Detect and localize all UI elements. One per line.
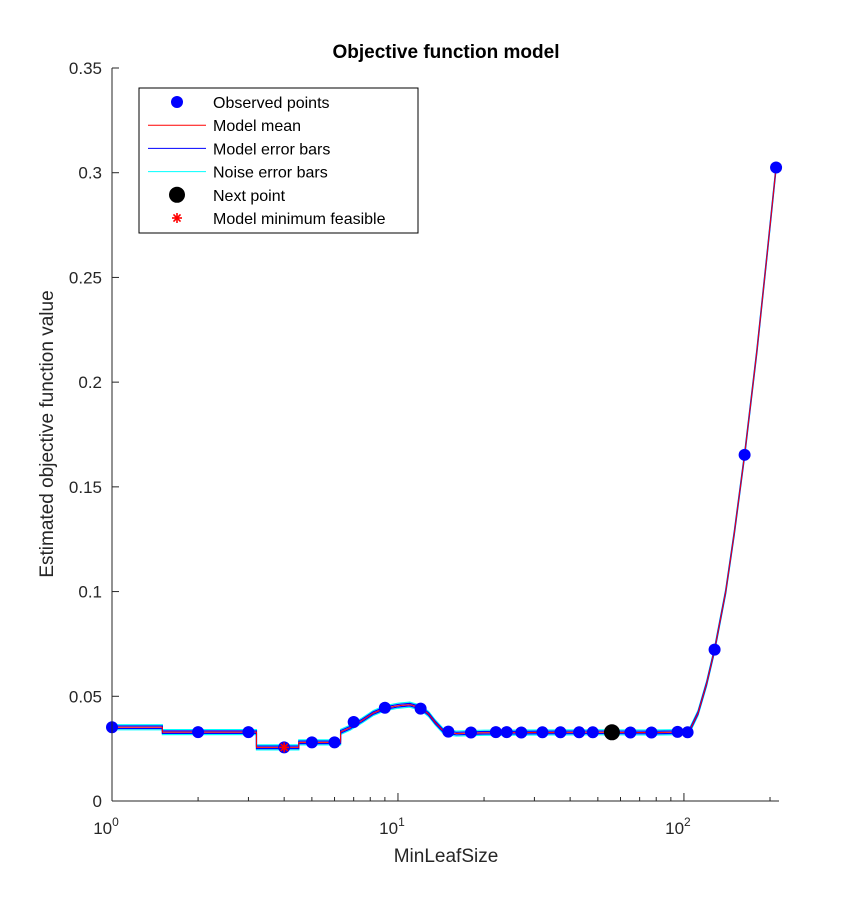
observed-point [681, 726, 694, 739]
observed-point [645, 726, 658, 739]
y-tick-label: 0.2 [78, 373, 102, 392]
model-minimum-feasible-marker [279, 742, 290, 753]
observed-point [489, 726, 502, 739]
model-curves [112, 164, 777, 751]
observed-point [738, 448, 751, 461]
x-tick-label: 100 [93, 815, 119, 838]
legend-entry: Model mean [148, 118, 301, 135]
y-tick-label: 0 [93, 792, 102, 811]
legend-entry: Next point [169, 186, 286, 205]
axes: 0 0.05 0.1 0.15 0.2 0.25 0.3 0.35 100 101 102 [69, 59, 779, 838]
observed-point [586, 726, 599, 739]
y-tick-label: 0.1 [78, 583, 102, 602]
legend-star-icon [172, 213, 182, 223]
legend-entry: Observed points [171, 95, 330, 112]
y-axis-label: Estimated objective function value [37, 290, 58, 577]
legend-entry: Model minimum feasible [172, 211, 386, 228]
legend-label: Model mean [213, 118, 301, 135]
observed-point [554, 726, 567, 739]
x-axis-label: MinLeafSize [394, 846, 499, 867]
observed-point [192, 726, 205, 739]
observed-point [573, 726, 586, 739]
observed-point [347, 716, 360, 729]
x-tick-label: 102 [665, 815, 691, 838]
legend-label: Model minimum feasible [213, 211, 386, 228]
observed-point [515, 726, 528, 739]
observed-point [414, 702, 427, 715]
next-point [603, 724, 620, 741]
y-tick-label: 0.3 [78, 164, 102, 183]
observed-point [770, 161, 783, 174]
legend-label: Observed points [213, 95, 330, 112]
observed-point [708, 643, 721, 656]
observed-point [536, 726, 549, 739]
observed-point [464, 726, 477, 739]
legend-big-dot-icon [169, 186, 185, 203]
legend-entry: Noise error bars [148, 165, 328, 182]
y-tick-label: 0.05 [69, 687, 102, 706]
observed-point [242, 726, 255, 739]
legend-label: Noise error bars [213, 165, 328, 182]
legend-label: Next point [213, 188, 286, 205]
observed-point [378, 701, 391, 714]
observed-point [624, 726, 637, 739]
y-tick-label: 0.15 [69, 478, 102, 497]
observed-point [442, 725, 455, 738]
observed-point [671, 725, 684, 738]
legend: Observed points Model mean Model error bar… [138, 87, 419, 234]
legend-dot-icon [171, 96, 183, 108]
y-tick-label: 0.25 [69, 268, 102, 287]
legend-box [138, 87, 419, 234]
y-tick-label: 0.35 [69, 59, 102, 78]
model-mean-line [112, 167, 777, 748]
chart-title: Objective function model [333, 42, 560, 63]
x-tick-label: 101 [379, 815, 405, 838]
observed-point [328, 736, 341, 749]
legend-label: Model error bars [213, 141, 330, 158]
observed-point [500, 726, 513, 739]
observed-point [305, 736, 318, 749]
legend-entry: Model error bars [148, 141, 330, 158]
